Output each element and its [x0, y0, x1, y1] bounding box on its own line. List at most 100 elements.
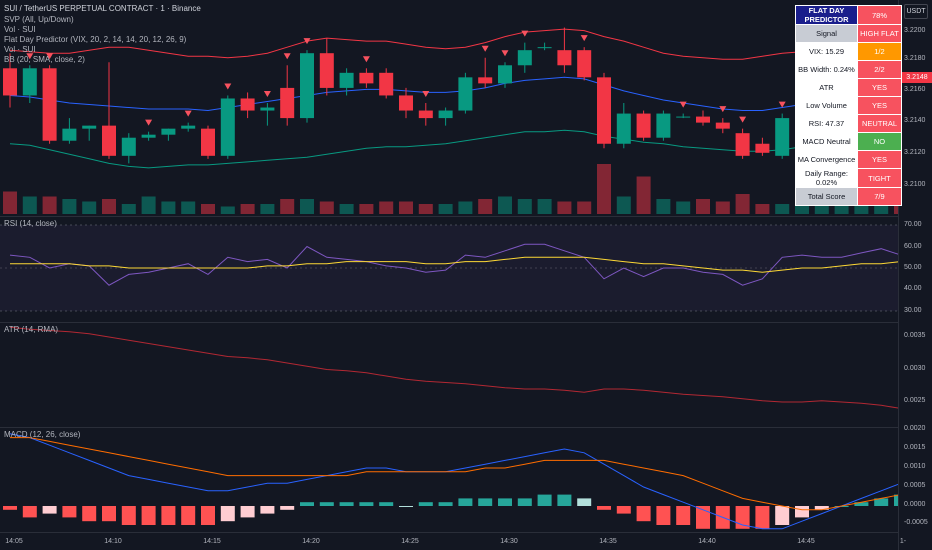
volume-bar: [161, 201, 176, 214]
predictor-row-value: TIGHT: [856, 168, 903, 188]
time-tick: 14:40: [698, 538, 716, 545]
candle-body: [42, 68, 57, 141]
bb-upper-line: [9, 28, 898, 60]
macd-tick: 0.0005: [904, 482, 926, 489]
macd-histogram-bar: [735, 506, 750, 529]
volume-bar: [458, 201, 473, 214]
pane-separator[interactable]: [0, 427, 932, 428]
predictor-title: FLAT DAY PREDICTOR: [795, 5, 858, 25]
volume-bar: [676, 201, 691, 214]
candle-body: [696, 116, 710, 123]
volume-bar: [874, 204, 889, 214]
symbol-title[interactable]: SUI / TetherUS PERPETUAL CONTRACT · 1 · …: [4, 4, 201, 13]
rsi-tick: 50.00: [904, 264, 922, 271]
rsi-title[interactable]: RSI (14, close): [4, 219, 57, 228]
candle-body: [62, 128, 77, 141]
volume-bar: [300, 199, 314, 214]
candle-body: [715, 122, 730, 129]
predictor-row-value: YES: [856, 150, 903, 169]
price-tick: 3.2120: [904, 149, 926, 156]
candle-body: [478, 77, 493, 84]
indicator-label-bb[interactable]: BB (20, SMA, close, 2): [4, 55, 85, 64]
macd-histogram-bar: [498, 498, 512, 506]
candle-body: [636, 113, 651, 138]
volume-bar: [715, 201, 730, 214]
price-axis[interactable]: [898, 0, 932, 550]
indicator-label-svp[interactable]: SVP (All, Up/Down): [4, 15, 74, 24]
bb-basis-line: [9, 76, 898, 112]
volume-bar: [339, 204, 354, 214]
macd-histogram-bar: [399, 506, 413, 507]
price-tick: 3.2100: [904, 181, 926, 188]
candle-body: [260, 107, 275, 111]
macd-histogram-bar: [814, 506, 829, 510]
predictor-row-label: RSI: 47.37: [795, 114, 858, 133]
time-tick: 1-: [899, 538, 907, 545]
candle-body: [399, 95, 413, 111]
candle-body: [141, 134, 156, 138]
rsi-pane[interactable]: [0, 217, 898, 322]
volume-bar: [260, 204, 275, 214]
macd-histogram-bar: [220, 506, 235, 522]
candle-body: [418, 110, 433, 119]
atr-title[interactable]: ATR (14, RMA): [4, 325, 59, 334]
volume-bar: [121, 204, 136, 214]
predictor-row-label: MA Convergence: [795, 150, 858, 169]
indicator-label-vol-2[interactable]: Vol · SUI: [4, 45, 36, 54]
volume-bar: [755, 204, 770, 214]
volume-bar: [359, 204, 374, 214]
currency-button[interactable]: USDT: [904, 4, 928, 19]
rsi-tick: 30.00: [904, 307, 922, 314]
predictor-row-label: VIX: 15.29: [795, 42, 858, 61]
indicator-label-flat-day[interactable]: Flat Day Predictor (VIX, 20, 2, 14, 14, …: [4, 35, 187, 44]
candle-body: [22, 68, 37, 96]
candle-body: [438, 110, 453, 119]
macd-tick: 0.0015: [904, 444, 926, 451]
volume-bar: [240, 204, 255, 214]
chart-canvas[interactable]: [0, 0, 898, 532]
volume-bar: [220, 206, 235, 214]
macd-histogram-bar: [597, 506, 611, 510]
macd-histogram-bar: [418, 502, 433, 506]
candle-body: [102, 125, 116, 156]
candle-body: [735, 133, 750, 156]
predictor-row: Daily Range: 0.02% TIGHT: [795, 168, 903, 188]
volume-bar: [478, 199, 493, 214]
macd-histogram-bar: [438, 502, 453, 506]
macd-histogram-bar: [577, 498, 592, 506]
macd-title[interactable]: MACD (12, 26, close): [4, 430, 81, 439]
predictor-row-value: HIGH FLAT: [856, 24, 903, 43]
predictor-row-label: BB Width: 0.24%: [795, 60, 858, 79]
candle-body: [220, 98, 235, 156]
atr-pane[interactable]: [0, 323, 898, 427]
pane-separator[interactable]: [0, 322, 932, 323]
macd-histogram-bar: [201, 506, 215, 525]
predictor-row-value: NEUTRAL: [856, 114, 903, 133]
time-tick: 14:05: [5, 538, 23, 545]
signal-marker: [521, 30, 529, 37]
signal-marker: [580, 35, 588, 42]
macd-histogram-bar: [280, 506, 295, 510]
time-tick: 14:20: [302, 538, 320, 545]
signal-marker: [778, 101, 786, 108]
indicator-label-vol[interactable]: Vol · SUI: [4, 25, 36, 34]
predictor-row: Low Volume YES: [795, 96, 903, 115]
volume-bar: [418, 204, 433, 214]
volume-bar: [517, 199, 532, 214]
macd-histogram-bar: [260, 506, 275, 514]
macd-histogram-bar: [181, 506, 196, 525]
candle-body: [577, 50, 592, 78]
candle-body: [3, 68, 17, 96]
macd-line: [9, 433, 898, 530]
time-tick: 14:45: [797, 538, 815, 545]
volume-bar: [82, 201, 97, 214]
price-pane[interactable]: [0, 0, 898, 215]
pane-separator[interactable]: [0, 216, 932, 217]
macd-histogram-bar: [161, 506, 176, 525]
candle-body: [557, 50, 572, 66]
signal-marker: [501, 50, 509, 57]
predictor-row-label: Signal: [795, 24, 858, 43]
volume-bar: [102, 199, 116, 214]
price-tick: 3.2160: [904, 86, 926, 93]
predictor-row-label: MACD Neutral: [795, 132, 858, 151]
